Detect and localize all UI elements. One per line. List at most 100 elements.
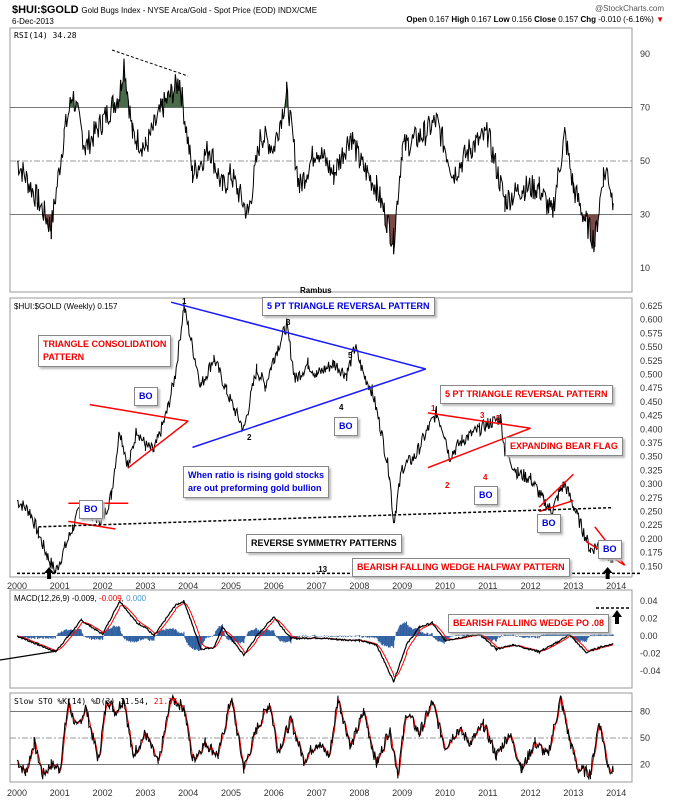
hist-value: 0.000 [126,594,147,603]
price-y-tick: 0.175 [640,548,663,558]
price-y-tick: 0.325 [640,465,663,475]
price-y-tick: 0.150 [640,561,663,571]
price-y-tick: 0.375 [640,438,663,448]
trendline [127,420,189,469]
symbol: $HUI:$GOLD [12,4,79,16]
rsi-y-tick: 30 [640,210,650,220]
trendline [427,412,531,429]
x-tick-label: 2006 [264,581,284,591]
x-tick-label: 2008 [349,581,369,591]
close-label: Close [534,15,556,24]
down-arrow-icon: ▼ [656,15,664,24]
chg-value: -0.010 (-6.16%) [598,15,654,24]
x-tick-label: 2012 [521,788,541,798]
trendline [538,473,574,508]
price-y-tick: 0.500 [640,370,663,380]
price-y-tick: 0.225 [640,520,663,530]
macd-y-tick: 0.04 [640,596,658,606]
x-tick-label: 2010 [435,788,455,798]
ratio-note-label: When ratio is rising gold stocks are out… [183,466,330,498]
triangle-consolidation-label: TRIANGLE CONSOLIDATION PATTERN [38,335,172,367]
point-4-red-label: 4 [483,473,488,482]
open-label: Open [406,15,427,24]
sto-legend: Slow STO %K(14) %D(3) 11.54, 21.75 [14,697,178,706]
rsi-y-tick: 90 [640,49,650,59]
x-tick-label: 2003 [135,581,155,591]
five-pt-blue-label: 5 PT TRIANGLE REVERSAL PATTERN [262,297,435,316]
ohlc-readout: Open 0.167 High 0.167 Low 0.156 Close 0.… [406,15,664,24]
point-5-red-label: 5 [496,414,501,423]
x-tick-label: 2007 [307,581,327,591]
falling-wedge-po-label: BEARISH FALLIING WEDGE PO .08 [448,614,610,633]
price-y-tick: 0.475 [640,383,663,393]
point-3-label: 3 [286,318,291,327]
x-tick-label: 2013 [563,581,583,591]
trendline [38,506,612,528]
x-tick-label: 2001 [50,581,70,591]
price-y-tick: 0.250 [640,507,663,517]
bo-label: BO [474,486,498,505]
author-label: Rambus [300,286,332,295]
high-label: High [451,15,470,24]
x-tick-label: 2006 [264,788,284,798]
trendline [427,427,531,469]
x-tick-label: 2014 [606,581,626,591]
point-4-label: 4 [339,403,344,412]
macd-value: -0.009 [71,594,95,603]
bo-label: BO [537,514,561,533]
expanding-bear-flag-label: EXPANDING BEAR FLAG [505,437,623,456]
signal-value: -0.009 [98,594,122,603]
price-y-tick: 0.350 [640,452,663,462]
macd-y-tick: 0.02 [640,614,658,624]
up-arrow-icon [44,567,55,579]
x-tick-label: 2012 [521,581,541,591]
sto-legend-name: Slow STO %K(14) %D(3) [14,697,116,706]
point-1-red-label: 1 [431,404,436,413]
point-1-label: 1 [182,297,187,306]
up-arrow-icon [602,567,613,579]
price-y-tick: 0.525 [640,356,663,366]
x-tick-label: 2000 [7,788,27,798]
trendline [68,520,116,530]
sto-y-tick: 80 [640,707,650,717]
price-line [16,302,614,574]
x-tick-label: 2000 [7,581,27,591]
x-tick-label: 2005 [221,581,241,591]
x-tick-label: 2009 [392,581,412,591]
trendline [192,368,426,449]
bo-label: BO [334,417,358,436]
trendline [89,403,189,422]
rsi-line [16,58,614,255]
bo-label: BO [598,540,622,559]
price-legend: $HUI:$GOLD (Weekly) 0.157 [14,302,118,311]
rsi-panel-frame [9,27,633,293]
rsi-y-tick: 50 [640,156,650,166]
macd-legend: MACD(12,26,9) -0.009, -0.009, 0.000 [14,594,147,603]
five-pt-red-label: 5 PT TRIANGLE REVERSAL PATTERN [440,385,613,404]
x-tick-label: 2002 [93,788,113,798]
price-y-tick: 0.275 [640,493,663,503]
k-value: 11.54 [119,697,145,706]
target-low-label: .13 [316,565,328,574]
macd-legend-name: MACD(12,26,9) [14,594,70,603]
x-tick-label: 2004 [178,788,198,798]
x-tick-label: 2014 [606,788,626,798]
price-y-tick: 0.550 [640,342,663,352]
price-y-tick: 0.625 [640,301,663,311]
x-tick-label: 2008 [349,788,369,798]
chg-label: Chg [580,15,597,24]
macd-y-tick: -0.02 [640,649,661,659]
x-tick-label: 2009 [392,788,412,798]
low-value: 0.156 [511,15,532,24]
rsi-y-tick: 70 [640,103,650,113]
price-y-tick: 0.400 [640,424,663,434]
macd-y-tick: -0.04 [640,666,661,676]
x-tick-label: 2010 [435,581,455,591]
low-label: Low [493,15,510,24]
x-tick-label: 2005 [221,788,241,798]
open-value: 0.167 [429,15,450,24]
x-tick-label: 2003 [135,788,155,798]
x-tick-label: 2011 [478,581,497,591]
reverse-symmetry-label: REVERSE SYMMETRY PATTERNS [246,534,402,553]
